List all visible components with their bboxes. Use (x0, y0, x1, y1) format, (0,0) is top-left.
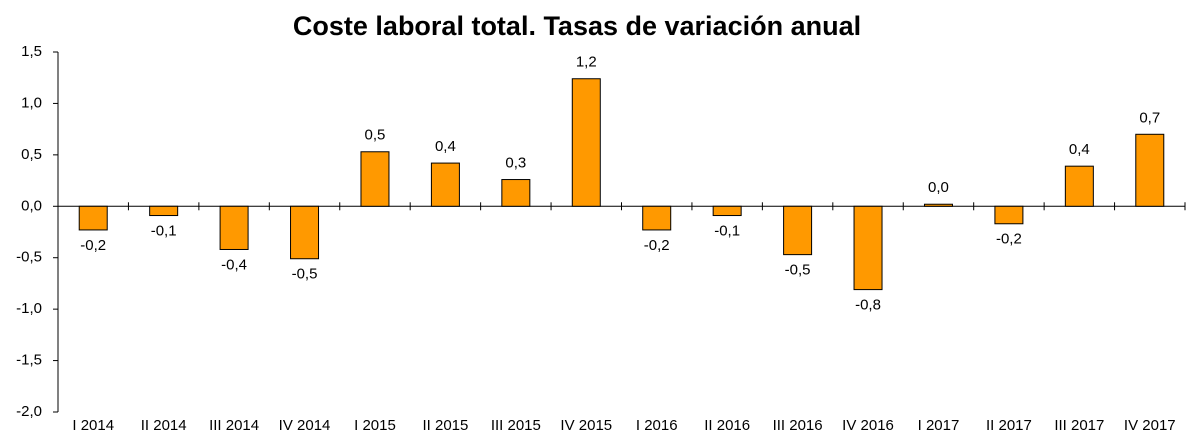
bar (430, 162, 460, 207)
y-tick-label: 0,0 (21, 197, 42, 214)
y-tick-label: -1,0 (16, 300, 42, 317)
data-label: 0,5 (365, 127, 386, 144)
bar (853, 205, 883, 291)
x-tick-label: IV 2016 (842, 417, 894, 434)
data-label: -0,2 (80, 237, 106, 254)
data-label: -0,4 (221, 256, 247, 273)
data-label: -0,8 (855, 297, 881, 314)
x-tick-label: II 2015 (422, 417, 468, 434)
bar (360, 151, 390, 207)
x-tick-label: III 2017 (1054, 417, 1104, 434)
bar (923, 203, 953, 207)
bar (571, 78, 601, 207)
bar (501, 179, 531, 207)
bar (219, 205, 249, 250)
y-tick-label: 1,0 (21, 94, 42, 111)
x-tick-label: II 2017 (986, 417, 1032, 434)
bar (1064, 165, 1094, 207)
y-tick-label: 0,5 (21, 146, 42, 163)
data-label: -0,1 (151, 223, 177, 240)
y-tick-label: -0,5 (16, 249, 42, 266)
data-label: 0,4 (435, 138, 456, 155)
x-tick-label: III 2015 (491, 417, 541, 434)
y-tick-label: -2,0 (16, 403, 42, 420)
data-label: -0,1 (714, 223, 740, 240)
x-tick-label: IV 2017 (1124, 417, 1176, 434)
data-label: 1,2 (576, 54, 597, 71)
data-label: -0,2 (996, 231, 1022, 248)
x-tick-label: IV 2014 (279, 417, 331, 434)
bar (78, 205, 108, 231)
x-tick-label: III 2016 (773, 417, 823, 434)
x-tick-label: I 2016 (636, 417, 678, 434)
data-label: -0,5 (785, 262, 811, 279)
bar (712, 205, 742, 217)
data-label: 0,3 (505, 155, 526, 172)
x-tick-label: I 2017 (918, 417, 960, 434)
data-label: -0,2 (644, 237, 670, 254)
data-label: -0,5 (292, 266, 318, 283)
chart-title: Coste laboral total. Tasas de variación … (293, 11, 861, 41)
bar (783, 205, 813, 256)
bar (149, 205, 179, 217)
x-tick-label: II 2016 (704, 417, 750, 434)
y-tick-label: -1,5 (16, 352, 42, 369)
data-label: 0,7 (1139, 109, 1160, 126)
x-tick-label: IV 2015 (560, 417, 612, 434)
bar (642, 205, 672, 231)
x-tick-label: I 2014 (72, 417, 114, 434)
bar (994, 205, 1024, 225)
x-tick-label: III 2014 (209, 417, 259, 434)
data-label: 0,4 (1069, 141, 1090, 158)
y-tick-label: 1,5 (21, 43, 42, 60)
data-label: 0,0 (928, 179, 949, 196)
bar (1135, 133, 1165, 207)
x-tick-label: I 2015 (354, 417, 396, 434)
x-tick-label: II 2014 (141, 417, 187, 434)
bar (290, 205, 320, 260)
